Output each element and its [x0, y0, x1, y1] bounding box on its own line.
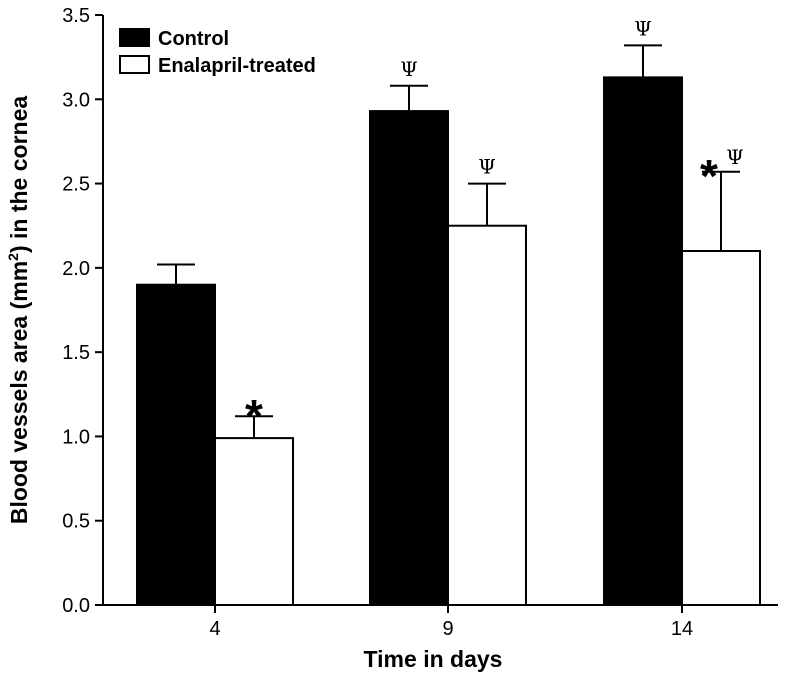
bar — [214, 437, 294, 606]
x-axis-label: Time in days — [364, 646, 503, 672]
y-tick-label: 3.0 — [62, 89, 90, 111]
y-tick-label: 0.5 — [62, 511, 90, 533]
y-axis-label-superscript: 2 — [5, 253, 21, 261]
significance-psi: Ψ — [726, 145, 744, 169]
y-tick-label: 3.5 — [62, 5, 90, 27]
x-tick-label: 4 — [209, 618, 220, 640]
legend-swatch — [119, 55, 150, 74]
legend-label: Enalapril-treated — [158, 55, 316, 77]
y-axis-label-main: Blood vessels area (mm — [6, 261, 32, 524]
bar — [681, 250, 761, 606]
bar — [603, 76, 683, 607]
x-tick-label: 9 — [442, 618, 453, 640]
y-axis-label-tail: ) in the cornea — [6, 96, 32, 253]
y-tick-label: 0.0 — [62, 595, 90, 617]
significance-psi: Ψ — [634, 16, 652, 40]
plot-area: 0.0 0.5 1.0 1.5 2.0 2.5 3.0 3.5 4 9 14 * Ψ Ψ Ψ * Ψ Contro… — [62, 5, 778, 640]
legend-label: Control — [158, 28, 229, 50]
significance-star: * — [245, 390, 263, 442]
bar — [369, 110, 449, 606]
y-tick-label: 1.5 — [62, 342, 90, 364]
significance-psi: Ψ — [400, 57, 418, 81]
y-tick-label: 2.0 — [62, 258, 90, 280]
x-tick-label: 14 — [671, 618, 693, 640]
legend-swatch — [119, 28, 150, 47]
y-axis-label: Blood vessels area (mm2) in the cornea — [5, 96, 32, 525]
y-tick-label: 2.5 — [62, 174, 90, 196]
significance-star: * — [700, 150, 718, 202]
bar — [136, 283, 216, 606]
significance-psi: Ψ — [478, 155, 496, 179]
y-tick-label: 1.0 — [62, 426, 90, 448]
bar — [447, 224, 527, 606]
